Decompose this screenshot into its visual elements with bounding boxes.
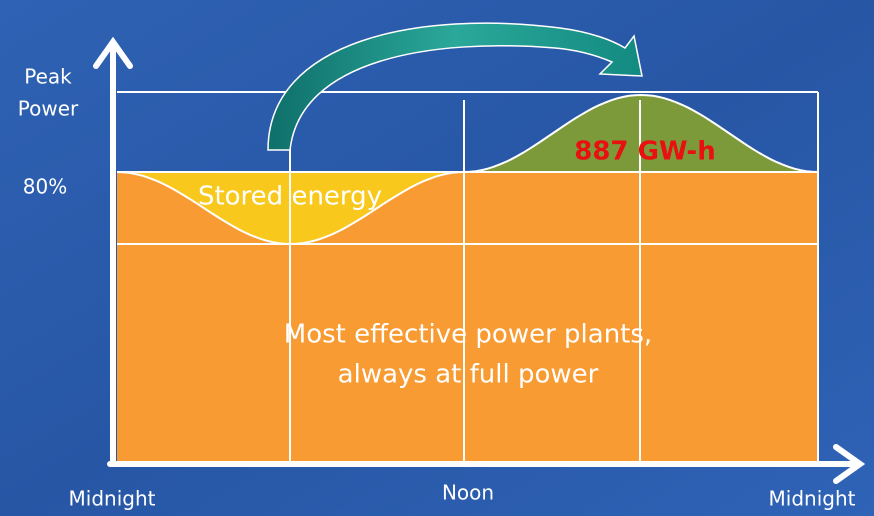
y-arrow — [93, 36, 133, 69]
curve — [463, 93, 819, 173]
curve — [116, 171, 465, 246]
x-label: Midnight — [69, 487, 156, 511]
x-arrow — [833, 444, 866, 484]
x-label: Noon — [442, 481, 494, 505]
y-label: 80% — [23, 175, 67, 199]
shift-arrow — [267, 22, 643, 151]
stored-label: Stored energy — [198, 182, 382, 212]
surplus-label: 887 GW-h — [574, 137, 715, 167]
x-label: Midnight — [769, 487, 856, 511]
y-label: Peak — [24, 65, 72, 89]
base-label: always at full power — [338, 360, 599, 390]
grid — [117, 91, 819, 462]
base-label: Most effective power plants, — [284, 320, 652, 350]
y-label: Power — [18, 97, 79, 121]
axes — [93, 36, 866, 484]
